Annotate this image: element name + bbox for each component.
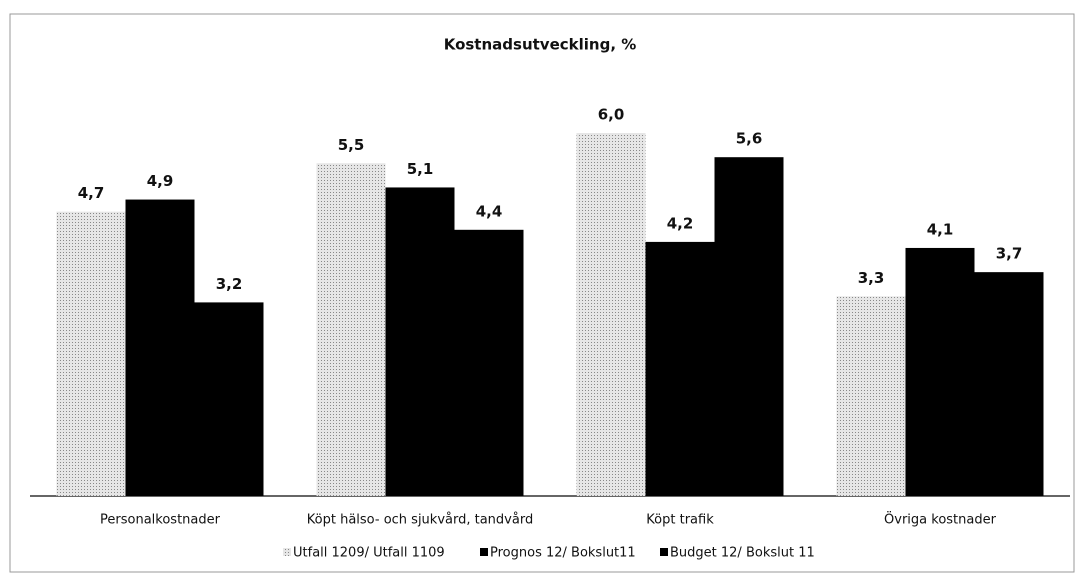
legend-marker (480, 548, 488, 556)
bar (576, 133, 646, 496)
data-label: 3,3 (858, 269, 885, 287)
data-label: 5,5 (338, 136, 365, 154)
data-label: 4,9 (147, 172, 174, 190)
x-tick-label: Personalkostnader (100, 513, 221, 528)
bar (125, 199, 195, 497)
legend-label: Prognos 12/ Bokslut11 (490, 546, 636, 561)
x-tick-label: Köpt trafik (646, 513, 714, 528)
legend-label: Budget 12/ Bokslut 11 (670, 546, 815, 561)
data-label: 6,0 (598, 106, 625, 124)
data-label: 4,7 (78, 184, 105, 202)
bar (714, 157, 784, 496)
data-label: 4,1 (927, 220, 954, 238)
bar (385, 187, 455, 496)
legend-marker (283, 548, 291, 556)
legend-marker (660, 548, 668, 556)
bar (194, 302, 264, 496)
data-label: 3,7 (996, 245, 1023, 263)
bar (974, 272, 1044, 496)
data-label: 4,4 (476, 202, 503, 220)
data-label: 3,2 (216, 275, 243, 293)
x-tick-label: Köpt hälso- och sjukvård, tandvård (307, 513, 533, 528)
bar (56, 211, 126, 496)
data-label: 5,6 (736, 130, 763, 148)
data-label: 4,2 (667, 214, 694, 232)
chart-title: Kostnadsutveckling, % (444, 36, 637, 54)
legend-label: Utfall 1209/ Utfall 1109 (293, 546, 445, 561)
bar (645, 241, 715, 496)
bar (905, 247, 975, 496)
x-tick-label: Övriga kostnader (884, 511, 997, 528)
bar (454, 229, 524, 497)
bar (316, 163, 386, 496)
data-label: 5,1 (407, 160, 434, 178)
bar (836, 296, 906, 496)
